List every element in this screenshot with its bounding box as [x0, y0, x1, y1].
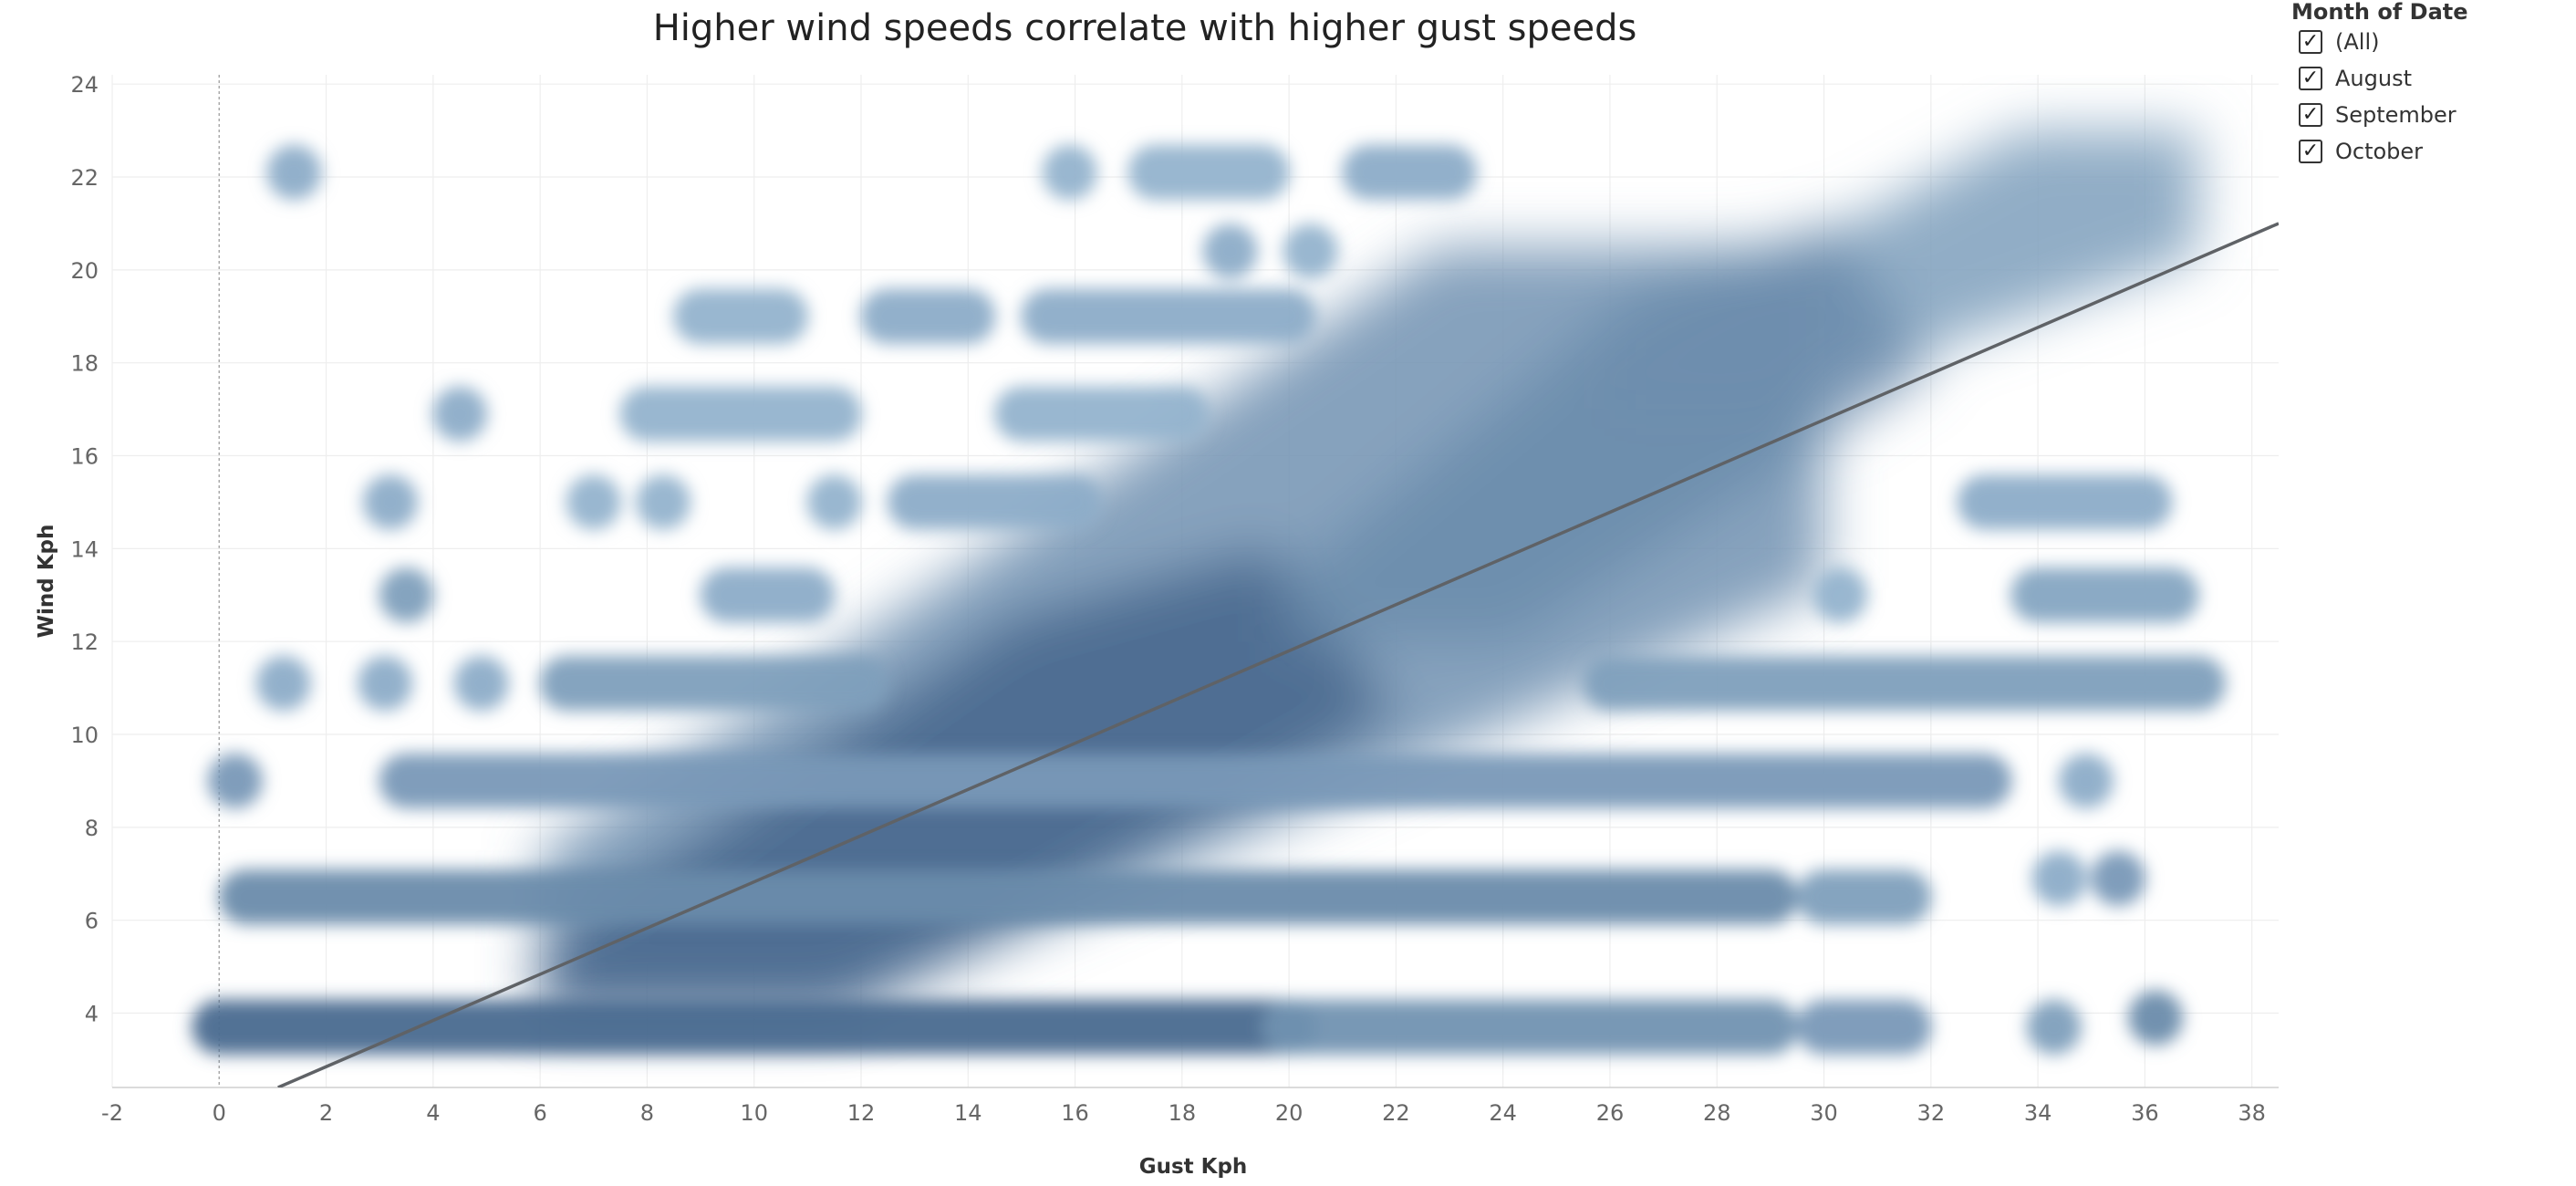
- density-spot: [207, 753, 263, 808]
- checkbox-all[interactable]: ✓: [2299, 30, 2322, 54]
- x-tick-label: 26: [1596, 1100, 1625, 1126]
- x-tick-label: 36: [2131, 1100, 2159, 1126]
- x-tick-label: 22: [1382, 1100, 1410, 1126]
- density-spot: [2091, 850, 2146, 906]
- density-band: [379, 753, 2012, 808]
- x-tick-label: 24: [1489, 1100, 1517, 1126]
- density-spot: [566, 474, 621, 530]
- checkmark-icon: ✓: [2301, 67, 2320, 89]
- x-tick-label: 4: [426, 1100, 440, 1126]
- density-band: [1796, 869, 1932, 925]
- density-band: [1021, 288, 1317, 344]
- y-tick-label: 18: [70, 351, 99, 377]
- legend-label-all: (All): [2335, 29, 2380, 55]
- legend-item-august[interactable]: ✓ August: [2291, 60, 2565, 97]
- density-band: [700, 567, 836, 623]
- density-spot: [358, 656, 413, 712]
- x-tick-label: 10: [740, 1100, 768, 1126]
- checkbox-october[interactable]: ✓: [2299, 140, 2322, 163]
- y-tick-label: 10: [70, 723, 99, 748]
- density-spot: [2128, 990, 2184, 1046]
- y-tick-label: 22: [70, 165, 99, 191]
- density-band: [218, 869, 1798, 925]
- density-spot: [1283, 224, 1338, 279]
- trend-line: [277, 222, 2279, 1087]
- density-spot: [806, 474, 862, 530]
- density-band: [192, 999, 1317, 1055]
- legend-label-september: September: [2335, 102, 2457, 128]
- legend-title: Month of Date: [2291, 0, 2468, 25]
- legend-label-october: October: [2335, 139, 2424, 164]
- x-tick-label: 0: [213, 1100, 226, 1126]
- y-tick-label: 16: [70, 444, 99, 470]
- density-band: [887, 474, 1103, 530]
- density-spot: [432, 386, 488, 442]
- x-tick-label: 28: [1703, 1100, 1731, 1126]
- density-spot: [1202, 224, 1258, 279]
- x-tick-label: 14: [954, 1100, 982, 1126]
- chart-canvas: -2 0 2 4 6 8 10 12 14 16 18 20 22 24 26 28 30 32 34 36 38 46…: [35, 72, 2279, 1179]
- x-tick-label: 34: [2024, 1100, 2052, 1126]
- density-band: [619, 386, 862, 442]
- y-tick-label: 14: [70, 536, 99, 562]
- x-tick-label: -2: [101, 1100, 123, 1126]
- y-tick-label: 6: [85, 909, 99, 934]
- y-tick-label: 8: [85, 816, 99, 841]
- density-spot: [1042, 144, 1097, 200]
- density-spot: [362, 474, 418, 530]
- density-spot: [266, 144, 322, 200]
- x-tick-label: 2: [319, 1100, 333, 1126]
- y-axis-title: Wind Kph: [35, 525, 58, 639]
- density-spot: [1813, 567, 1868, 623]
- density-core-region: [1289, 223, 1931, 642]
- checkbox-august[interactable]: ✓: [2299, 67, 2322, 90]
- checkmark-icon: ✓: [2301, 30, 2320, 53]
- y-tick-label: 24: [70, 72, 99, 98]
- x-tick-label: 38: [2238, 1100, 2266, 1126]
- x-axis-title: Gust Kph: [1139, 1155, 1248, 1179]
- density-band: [673, 288, 809, 344]
- legend-item-october[interactable]: ✓ October: [2291, 133, 2565, 170]
- x-tick-label: 8: [640, 1100, 654, 1126]
- x-tick-label: 18: [1169, 1100, 1197, 1126]
- density-spot: [2058, 753, 2114, 808]
- density-band: [1262, 999, 1798, 1055]
- legend-label-august: August: [2335, 66, 2412, 91]
- density-spot: [636, 474, 691, 530]
- density-band: [1127, 144, 1290, 200]
- checkbox-september[interactable]: ✓: [2299, 103, 2322, 127]
- density-band: [1796, 999, 1932, 1055]
- checkmark-icon: ✓: [2301, 103, 2320, 126]
- x-tick-label: 30: [1810, 1100, 1838, 1126]
- month-filter-legend: Month of Date ✓ (All) ✓ August ✓ Septemb…: [2291, 0, 2565, 170]
- density-spot: [379, 567, 434, 623]
- y-tick-label: 20: [70, 258, 99, 284]
- x-tick-label: 6: [533, 1100, 546, 1126]
- x-tick-label: 16: [1061, 1100, 1089, 1126]
- density-band: [1957, 474, 2173, 530]
- density-band: [860, 288, 996, 344]
- density-band: [993, 386, 1210, 442]
- chart-title: Higher wind speeds correlate with higher…: [652, 7, 1637, 49]
- x-tick-label: 32: [1917, 1100, 1946, 1126]
- checkmark-icon: ✓: [2301, 140, 2320, 162]
- x-axis-ticks: -2 0 2 4 6 8 10 12 14 16 18 20 22 24 26 28 30 32 34 36 38: [101, 1100, 2266, 1126]
- density-spot: [2026, 999, 2082, 1055]
- x-tick-label: 20: [1275, 1100, 1304, 1126]
- density-spot: [255, 656, 311, 712]
- density-spot: [453, 656, 509, 712]
- legend-item-all[interactable]: ✓ (All): [2291, 24, 2565, 60]
- density-spot: [2031, 850, 2087, 906]
- density-band: [539, 656, 888, 712]
- y-axis-ticks: 4 6 8 10 12 14 16 18 20 22 24: [70, 72, 99, 1026]
- y-tick-label: 12: [70, 629, 99, 655]
- x-tick-label: 12: [847, 1100, 876, 1126]
- density-band: [2010, 567, 2199, 623]
- density-marks: [192, 144, 2227, 1055]
- legend-item-september[interactable]: ✓ September: [2291, 97, 2565, 133]
- y-tick-label: 4: [85, 1002, 99, 1027]
- density-band: [1342, 144, 1478, 200]
- density-band: [1582, 656, 2227, 712]
